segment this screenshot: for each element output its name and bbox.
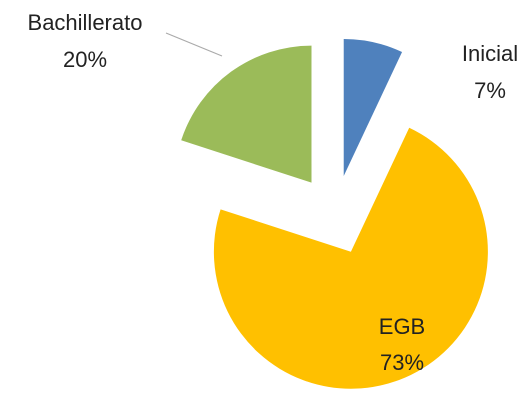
slice-value-label: 20% xyxy=(63,47,107,72)
slice-label: EGB xyxy=(379,314,425,339)
slice-label: Inicial xyxy=(462,41,518,66)
slice-label: Bachillerato xyxy=(28,10,143,35)
pie-slice xyxy=(213,127,488,389)
leader-line xyxy=(165,32,223,57)
pie-slice xyxy=(181,45,312,183)
slice-value-label: 7% xyxy=(474,78,506,103)
slice-value-label: 73% xyxy=(380,350,424,375)
pie-slice xyxy=(343,38,403,176)
